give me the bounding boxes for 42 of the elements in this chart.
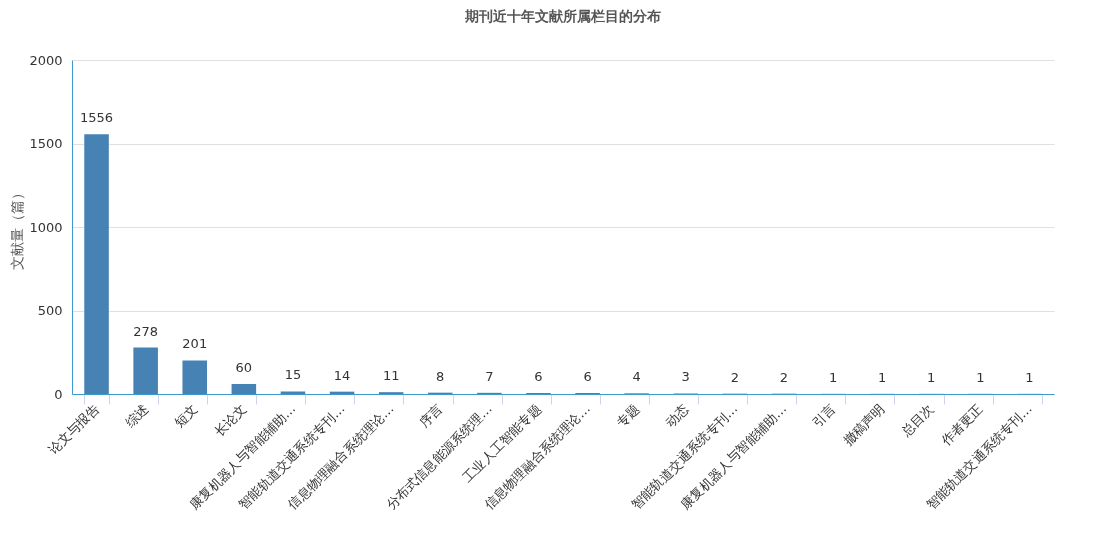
data-label: 1 [878, 369, 887, 385]
x-tick-label: 论文与报告 [45, 400, 102, 458]
y-tick-label: 2000 [29, 52, 63, 68]
data-label: 2 [779, 369, 789, 385]
x-tick-label: 总目次 [897, 400, 937, 440]
chart-title: 期刊近十年文献所属栏目的分布 [464, 8, 661, 24]
y-tick-label: 1000 [29, 219, 63, 235]
bar [280, 391, 306, 394]
x-tick-label: 撤稿声明 [840, 400, 888, 449]
y-tick-label: 0 [54, 386, 63, 402]
x-tick-label: 短文 [171, 400, 201, 430]
data-label: 6 [534, 369, 543, 384]
data-label: 2 [730, 369, 739, 385]
x-tick-label: 专题 [613, 400, 643, 430]
data-label: 3 [681, 369, 690, 385]
data-label: 278 [133, 323, 159, 339]
data-label: 11 [382, 368, 400, 384]
data-label: 1 [828, 369, 838, 385]
bar [84, 134, 109, 394]
x-tick-label: 长论文 [211, 400, 250, 440]
y-axis-title: 文献量（篇） [9, 185, 26, 270]
data-label: 201 [182, 336, 208, 352]
data-label: 4 [632, 369, 641, 385]
x-tick-label: 序言 [416, 400, 446, 430]
data-label: 7 [485, 368, 494, 384]
data-label: 1 [976, 369, 985, 385]
data-label: 1 [927, 369, 936, 385]
data-label: 60 [235, 359, 253, 375]
y-tick-label: 1500 [29, 136, 63, 151]
x-tick-label: 引言 [809, 400, 839, 430]
x-tick-label: 动态 [662, 400, 692, 430]
x-tick-label: 综述 [122, 400, 152, 430]
bar [231, 383, 257, 394]
data-label: 1556 [80, 110, 114, 126]
y-tick-label: 500 [37, 303, 63, 318]
bar [133, 347, 158, 394]
data-label: 6 [583, 369, 592, 384]
data-label: 1 [1025, 369, 1034, 385]
data-label: 8 [436, 368, 445, 384]
data-label: 14 [333, 367, 351, 383]
bar [182, 360, 208, 394]
data-label: 15 [284, 367, 302, 383]
